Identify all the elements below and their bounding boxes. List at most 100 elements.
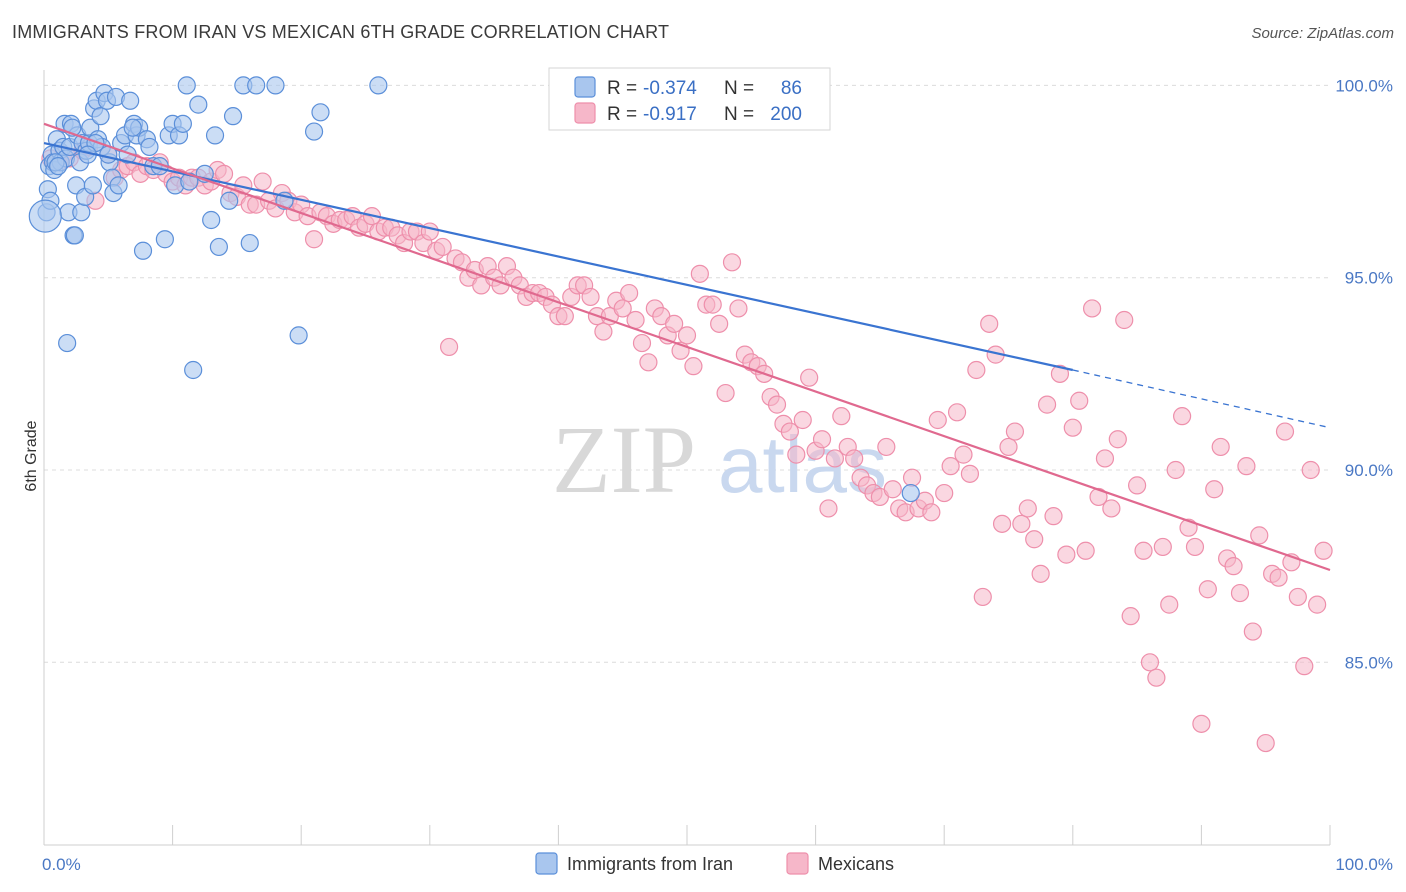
mexicans-point — [1185, 537, 1205, 557]
mexicans-point — [1018, 499, 1037, 518]
watermark-zip: ZIP — [552, 406, 696, 513]
mexicans-point — [1102, 499, 1121, 518]
mexicans-point — [935, 483, 954, 503]
mexicans-point — [1250, 526, 1269, 545]
iran-point — [123, 118, 142, 137]
mexicans-point — [1063, 418, 1082, 437]
mexicans-point — [304, 230, 324, 249]
iran-point — [173, 114, 192, 133]
iran-point — [202, 210, 221, 230]
mexicans-point — [1005, 422, 1025, 441]
mexicans-point — [1173, 407, 1192, 426]
iran-point — [247, 76, 266, 95]
mexicans-point — [1295, 657, 1314, 676]
iran-point — [240, 233, 259, 253]
legend-r-label-mexicans: R = — [607, 104, 637, 125]
mexicans-point — [1147, 668, 1166, 687]
mexicans-point — [1057, 545, 1076, 564]
mexicans-point — [1243, 622, 1262, 641]
mexicans-point — [1044, 507, 1063, 526]
mexicans-point — [1153, 537, 1172, 557]
y-tick-label: 100.0% — [1335, 76, 1393, 95]
mexicans-point — [967, 360, 986, 380]
mexicans-point — [1308, 595, 1327, 614]
correlation-legend: R = -0.374 N = 86 R = -0.917 N = 200 — [548, 67, 831, 131]
mexicans-point — [639, 353, 658, 372]
bottom-legend: Immigrants from Iran Mexicans — [535, 852, 894, 875]
mexicans-point — [1198, 580, 1217, 599]
mexicans-point — [613, 299, 632, 318]
mexicans-point — [1160, 595, 1179, 614]
mexicans-point — [1089, 487, 1108, 507]
iran-point — [304, 122, 324, 141]
mexicans-point — [922, 503, 941, 522]
iran-point — [289, 326, 308, 345]
mexicans-point — [420, 222, 439, 241]
mexicans-point — [928, 410, 947, 430]
legend-n-label-iran: N = — [724, 78, 754, 99]
mexicans-series — [41, 137, 1333, 753]
mexicans-point — [1256, 733, 1275, 753]
iran-point — [266, 76, 285, 95]
mexicans-point — [703, 295, 722, 314]
mexicans-point — [581, 287, 600, 307]
legend-r-label-iran: R = — [607, 78, 637, 99]
iran-point — [109, 176, 128, 195]
iran-point — [155, 230, 174, 249]
mexicans-point — [973, 587, 992, 607]
mexicans-point — [845, 449, 864, 468]
iran-point — [140, 137, 159, 157]
iran-point — [121, 91, 140, 110]
legend-n-value-iran: 86 — [781, 78, 802, 99]
mexicans-point — [1301, 460, 1320, 480]
mexicans-point — [787, 445, 806, 464]
mexicans-point — [1205, 480, 1224, 499]
mexicans-point — [1288, 587, 1307, 607]
trendlines — [43, 122, 1331, 572]
mexicans-point — [710, 314, 729, 333]
mexicans-point — [819, 499, 838, 518]
mexicans-point — [1269, 568, 1288, 587]
mexicans-point — [947, 403, 967, 422]
iran-point — [184, 360, 203, 380]
iran-point — [180, 172, 199, 191]
iran-point — [91, 107, 110, 126]
mexicans-point — [800, 368, 819, 387]
legend-r-value-mexicans: -0.917 — [643, 104, 697, 125]
iran-point — [209, 237, 228, 257]
iran-point — [189, 95, 208, 114]
axes — [43, 70, 1331, 846]
chart-source: Source: ZipAtlas.com — [1251, 25, 1394, 42]
mexicans-point — [1127, 476, 1147, 495]
iran-point — [177, 76, 196, 95]
mexicans-point — [1121, 607, 1140, 626]
mexicans-point — [999, 437, 1018, 457]
legend-swatch-iran — [574, 76, 596, 98]
iran-point — [72, 203, 91, 222]
bottom-legend-label-mexicans: Mexicans — [818, 854, 894, 874]
x-tick-label: 100.0% — [1335, 855, 1393, 874]
watermark-atlas: atlas — [718, 420, 887, 509]
legend-swatch-mexicans — [574, 102, 596, 124]
mexicans-point — [214, 164, 234, 183]
x-tick-label: 0.0% — [42, 855, 81, 874]
mexicans-point — [1314, 541, 1333, 560]
bottom-legend-swatch-iran — [535, 852, 558, 875]
legend-n-label-mexicans: N = — [724, 104, 754, 125]
iran-point — [223, 107, 243, 126]
mexicans-point — [1211, 437, 1230, 457]
mexicans-point — [1037, 395, 1057, 414]
y-axis-label: 6th Grade — [23, 420, 40, 491]
mexicans-point — [1012, 514, 1031, 533]
mexicans-point — [677, 326, 697, 345]
chart-title: IMMIGRANTS FROM IRAN VS MEXICAN 6TH GRAD… — [12, 22, 669, 42]
mexicans-point — [960, 464, 980, 483]
mexicans-point — [729, 299, 748, 318]
mexicans-point — [690, 264, 709, 283]
mexicans-point — [665, 314, 684, 333]
mexicans-point — [1140, 653, 1160, 672]
iran-point-large — [28, 199, 62, 233]
mexicans-point — [877, 437, 896, 457]
mexicans-point — [1192, 714, 1211, 733]
mexicans-point — [767, 395, 787, 414]
